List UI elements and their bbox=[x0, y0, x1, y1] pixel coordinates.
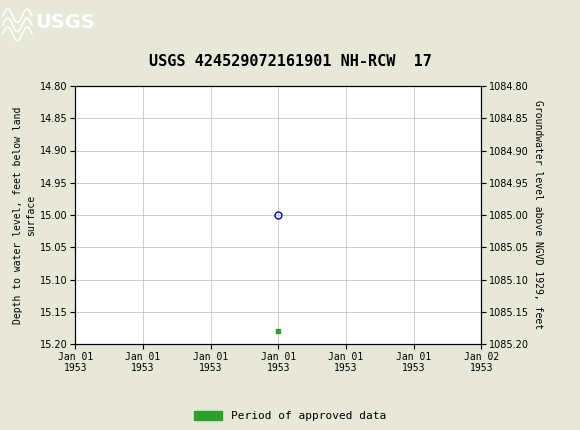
Text: USGS: USGS bbox=[35, 13, 95, 32]
Y-axis label: Depth to water level, feet below land
surface: Depth to water level, feet below land su… bbox=[13, 106, 36, 324]
Text: USGS 424529072161901 NH-RCW  17: USGS 424529072161901 NH-RCW 17 bbox=[148, 54, 432, 69]
Y-axis label: Groundwater level above NGVD 1929, feet: Groundwater level above NGVD 1929, feet bbox=[533, 101, 543, 329]
Legend: Period of approved data: Period of approved data bbox=[191, 407, 389, 424]
